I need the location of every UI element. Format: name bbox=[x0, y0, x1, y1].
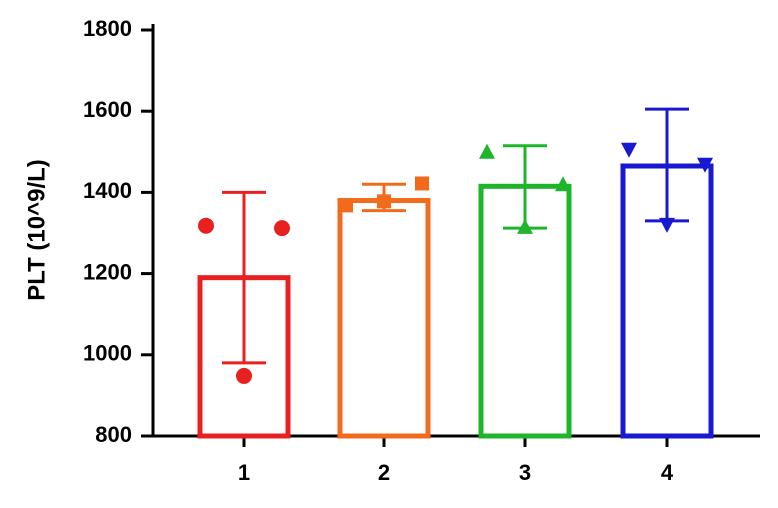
x-tick-label: 1 bbox=[238, 460, 250, 485]
y-tick-label: 1000 bbox=[83, 341, 132, 366]
x-tick-label: 2 bbox=[378, 460, 390, 485]
y-tick-label: 800 bbox=[95, 422, 132, 447]
x-tick-label: 4 bbox=[661, 460, 674, 485]
data-point bbox=[517, 218, 533, 234]
data-point bbox=[659, 217, 675, 233]
bar-2 bbox=[337, 198, 431, 439]
x-axis: 1 2 3 4 bbox=[153, 434, 760, 485]
data-point bbox=[274, 220, 290, 237]
data-point bbox=[621, 142, 637, 158]
data-point bbox=[339, 198, 353, 213]
data-point bbox=[415, 176, 429, 191]
data-point bbox=[479, 143, 495, 159]
y-tick-label: 1600 bbox=[83, 97, 132, 122]
y-axis: 800 1000 1200 1400 1600 1800 bbox=[83, 16, 155, 447]
data-point bbox=[236, 367, 252, 384]
y-tick-label: 1200 bbox=[83, 259, 132, 284]
data-point bbox=[377, 194, 391, 209]
data-point bbox=[555, 176, 571, 192]
y-axis-title: PLT (10^9/L) bbox=[23, 159, 50, 301]
x-tick-label: 3 bbox=[519, 460, 531, 485]
data-point bbox=[198, 217, 214, 234]
y-tick-label: 1400 bbox=[83, 178, 132, 203]
y-tick-label: 1800 bbox=[83, 16, 132, 41]
bars bbox=[197, 107, 714, 439]
data-point bbox=[697, 157, 713, 173]
